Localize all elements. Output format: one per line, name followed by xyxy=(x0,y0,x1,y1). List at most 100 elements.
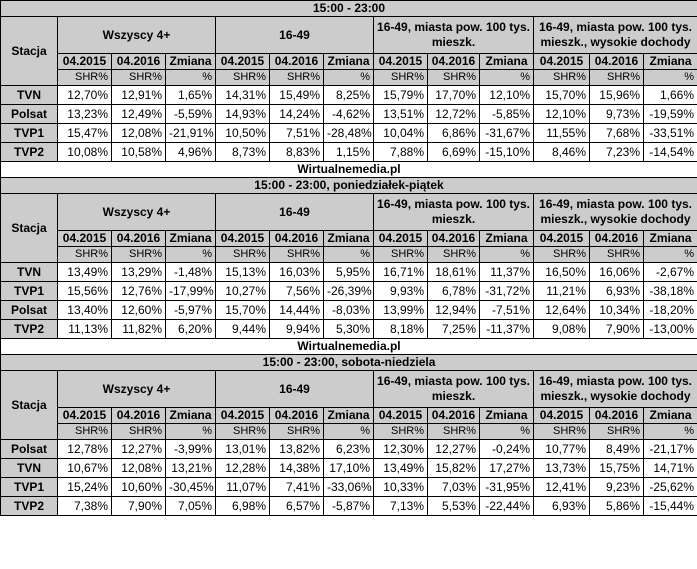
value-cell: 9,73% xyxy=(589,104,644,124)
period-header: 04.2016 xyxy=(589,230,644,247)
value-cell: -30,45% xyxy=(165,477,216,497)
group-header-row: Stacja Wszyscy 4+ 16-49 16-49, miasta pow. … xyxy=(0,16,697,86)
value-cell: 5,86% xyxy=(589,496,644,516)
period-header: 04.2015 xyxy=(373,53,428,70)
unit-header: % xyxy=(642,246,697,263)
value-cell: 10,08% xyxy=(57,142,112,162)
value-cell: 12,64% xyxy=(533,300,590,320)
unit-header: SHR% xyxy=(373,246,428,263)
value-cell: 15,47% xyxy=(57,123,112,143)
value-cell: 10,60% xyxy=(111,477,166,497)
value-cell: 14,31% xyxy=(215,85,270,105)
value-cell: 15,24% xyxy=(57,477,112,497)
value-cell: 10,77% xyxy=(533,439,590,459)
unit-header: SHR% xyxy=(427,69,480,86)
period-header: 04.2016 xyxy=(589,407,644,424)
value-cell: 10,34% xyxy=(589,300,644,320)
station-column-header: Stacja xyxy=(0,16,58,86)
value-cell: 9,93% xyxy=(373,281,428,301)
value-cell: -15,44% xyxy=(642,496,697,516)
value-cell: 7,03% xyxy=(427,477,480,497)
group-header: 16-49, miasta pow. 100 tys. mieszk., wys… xyxy=(532,16,697,54)
value-cell: 6,57% xyxy=(269,496,324,516)
value-cell: -3,99% xyxy=(165,439,216,459)
period-header-row: 04.2015 04.2016 Zmiana 04.2015 04.2016 Zmiana… xyxy=(1,230,697,247)
value-cell: 8,73% xyxy=(215,142,270,162)
value-cell: 12,10% xyxy=(479,85,534,105)
value-cell: 4,96% xyxy=(165,142,216,162)
value-cell: -31,95% xyxy=(479,477,534,497)
value-cell: 14,93% xyxy=(215,104,270,124)
table-row: TVP2 11,13% 11,82% 6,20% 9,44% 9,94% 5,30% 8,18… xyxy=(0,319,697,339)
value-cell: 10,27% xyxy=(215,281,270,301)
value-cell: 15,13% xyxy=(215,262,270,282)
value-cell: 7,41% xyxy=(269,477,324,497)
value-cell: 6,98% xyxy=(215,496,270,516)
value-cell: -2,67% xyxy=(642,262,697,282)
station-name: TVP1 xyxy=(0,281,58,301)
value-cell: 6,20% xyxy=(165,319,216,339)
station-name: TVP2 xyxy=(0,142,58,162)
site-label-row: Wirtualnemedia.pl xyxy=(0,161,697,178)
value-cell: -11,37% xyxy=(479,319,534,339)
value-cell: 7,05% xyxy=(165,496,216,516)
station-name: TVP2 xyxy=(0,496,58,516)
period-header: 04.2015 xyxy=(215,53,270,70)
value-cell: -13,00% xyxy=(642,319,697,339)
group-header: 16-49, miasta pow. 100 tys. mieszk. xyxy=(373,193,534,231)
value-cell: -5,87% xyxy=(323,496,374,516)
value-cell: 6,69% xyxy=(427,142,480,162)
value-cell: 8,25% xyxy=(323,85,374,105)
unit-header: SHR% xyxy=(269,246,324,263)
period-header: 04.2016 xyxy=(111,407,166,424)
station-name: Polsat xyxy=(0,104,58,124)
group-header: Wszyscy 4+ xyxy=(57,16,216,54)
period-header: 04.2016 xyxy=(427,230,480,247)
unit-header: SHR% xyxy=(533,246,590,263)
period-header: Zmiana xyxy=(165,53,216,70)
value-cell: 1,66% xyxy=(642,85,697,105)
site-label-row: Wirtualnemedia.pl xyxy=(0,338,697,355)
value-cell: 10,67% xyxy=(57,458,112,478)
unit-header: SHR% xyxy=(373,423,428,440)
value-cell: 8,83% xyxy=(269,142,324,162)
value-cell: 7,56% xyxy=(269,281,324,301)
value-cell: -21,91% xyxy=(165,123,216,143)
value-cell: -28,48% xyxy=(323,123,374,143)
value-cell: 15,70% xyxy=(215,300,270,320)
value-cell: 15,82% xyxy=(427,458,480,478)
group-header: Wszyscy 4+ xyxy=(57,193,216,231)
value-cell: 11,37% xyxy=(479,262,534,282)
table-row: Polsat 12,78% 12,27% -3,99% 13,01% 13,82% 6,23… xyxy=(0,439,697,459)
value-cell: 13,51% xyxy=(373,104,428,124)
unit-header: SHR% xyxy=(215,423,270,440)
unit-header: % xyxy=(323,69,374,86)
value-cell: -4,62% xyxy=(323,104,374,124)
value-cell: -14,54% xyxy=(642,142,697,162)
unit-header: SHR% xyxy=(215,246,270,263)
table-row: TVP2 10,08% 10,58% 4,96% 8,73% 8,83% 1,15% 7,88… xyxy=(0,142,697,162)
table-row: TVP1 15,24% 10,60% -30,45% 11,07% 7,41% -33,06… xyxy=(0,477,697,497)
value-cell: 12,94% xyxy=(427,300,480,320)
station-name: TVN xyxy=(0,85,58,105)
value-cell: 12,91% xyxy=(111,85,166,105)
table-row: TVN 13,49% 13,29% -1,48% 15,13% 16,03% 5,95% 16… xyxy=(0,262,697,282)
value-cell: 12,08% xyxy=(111,458,166,478)
value-cell: -25,62% xyxy=(642,477,697,497)
value-cell: 12,49% xyxy=(111,104,166,124)
value-cell: 12,78% xyxy=(57,439,112,459)
table-row: TVP1 15,56% 12,76% -17,99% 10,27% 7,56% -26,39… xyxy=(0,281,697,301)
table-row: TVP2 7,38% 7,90% 7,05% 6,98% 6,57% -5,87% 7,13%… xyxy=(0,496,697,516)
value-cell: -38,18% xyxy=(642,281,697,301)
period-header: 04.2015 xyxy=(57,407,112,424)
value-cell: -5,97% xyxy=(165,300,216,320)
unit-header: SHR% xyxy=(533,423,590,440)
group-header: 16-49, miasta pow. 100 tys. mieszk. xyxy=(373,16,534,54)
value-cell: -8,03% xyxy=(323,300,374,320)
period-header: Zmiana xyxy=(642,230,697,247)
unit-header: SHR% xyxy=(427,246,480,263)
value-cell: 13,21% xyxy=(165,458,216,478)
value-cell: -5,59% xyxy=(165,104,216,124)
value-cell: 11,82% xyxy=(111,319,166,339)
station-name: TVN xyxy=(0,262,58,282)
